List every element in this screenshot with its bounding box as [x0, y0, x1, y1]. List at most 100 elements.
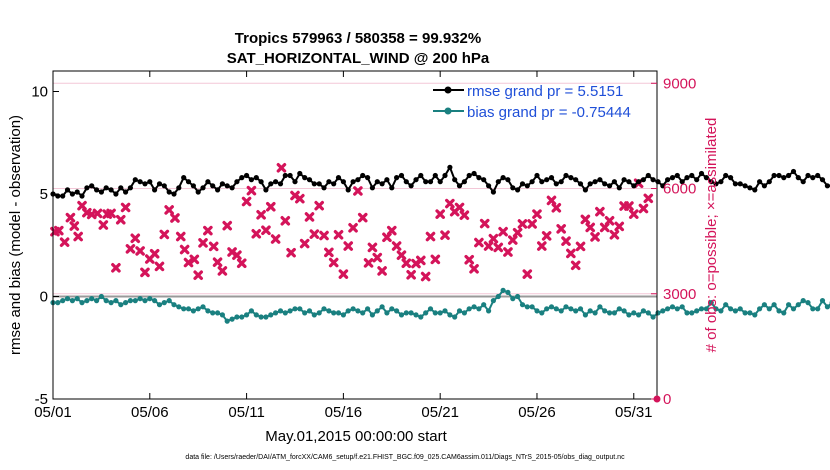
obs-marker	[488, 233, 499, 244]
y-axis-ticks: -5 0 5 10	[31, 84, 59, 408]
obs-marker-cross	[343, 241, 354, 251]
obs-marker-cross	[276, 163, 287, 173]
rmse-point	[592, 179, 598, 185]
obs-marker-cross	[396, 250, 407, 260]
bias-point	[161, 300, 167, 306]
obs-marker	[590, 232, 600, 242]
obs-marker-cross	[65, 212, 76, 223]
obs-marker-cross	[212, 257, 223, 267]
bias-point	[374, 308, 380, 314]
rmse-point	[548, 175, 555, 181]
rmse-point	[326, 179, 332, 185]
bias-point	[732, 308, 739, 314]
bias-point	[452, 314, 458, 320]
obs-marker-cross	[179, 244, 190, 255]
obs-marker-cross	[493, 242, 504, 253]
bias-series	[50, 287, 830, 324]
right-y-axis-ticks: 0 3000 6000 9000	[651, 75, 696, 408]
rmse-point	[713, 181, 719, 187]
obs-marker-cross	[170, 213, 180, 223]
bias-point	[694, 308, 700, 314]
obs-marker	[208, 241, 219, 252]
obs-marker	[232, 250, 242, 260]
x-tick-label: 05/16	[325, 404, 363, 421]
obs-marker	[561, 236, 571, 246]
bias-point	[185, 306, 192, 312]
obs-marker	[479, 218, 490, 229]
obs-marker	[512, 227, 523, 238]
rmse-point	[195, 189, 201, 195]
rmse-point	[282, 172, 288, 179]
bias-point	[568, 306, 574, 312]
rmse-point	[650, 177, 656, 183]
bias-point	[268, 312, 274, 318]
bias-point	[626, 312, 632, 318]
bias-point	[800, 298, 806, 304]
bias-point	[215, 310, 221, 316]
bias-point	[723, 302, 729, 308]
rmse-point	[558, 179, 564, 185]
obs-marker-cross	[425, 231, 436, 242]
obs-marker	[469, 264, 479, 274]
obs-marker	[324, 247, 334, 258]
bias-point	[752, 312, 758, 318]
bias-point	[611, 310, 618, 316]
bias-point	[118, 302, 124, 308]
rmse-point	[447, 164, 453, 170]
obs-marker-cross	[643, 193, 654, 204]
bias-point	[577, 306, 584, 312]
obs-marker	[304, 212, 315, 222]
rmse-point	[84, 185, 90, 191]
bias-point	[123, 300, 129, 306]
obs-marker	[198, 238, 208, 248]
rmse-point	[679, 179, 685, 185]
rmse-point	[490, 189, 496, 195]
rmse-point	[369, 185, 375, 191]
bias-point	[277, 308, 284, 314]
obs-marker-cross	[348, 223, 358, 233]
rmse-point	[118, 185, 124, 191]
rmse-point	[248, 177, 254, 183]
rmse-point	[234, 179, 240, 185]
bias-point	[592, 310, 598, 316]
rmse-point	[127, 185, 133, 191]
obs-marker	[580, 214, 591, 225]
obs-marker	[425, 231, 436, 242]
bias-point	[398, 312, 405, 318]
bias-point	[524, 304, 530, 310]
obs-marker	[309, 229, 320, 239]
bias-point	[176, 304, 182, 310]
obs-marker-cross	[98, 220, 109, 230]
plot-frame	[52, 70, 658, 400]
obs-marker	[183, 257, 194, 268]
rmse-point	[819, 177, 826, 183]
bias-point	[607, 310, 613, 316]
bias-point	[181, 306, 187, 312]
obs-marker	[483, 241, 494, 251]
right-y-tick-label: 3000	[663, 286, 696, 303]
rmse-point	[810, 175, 816, 181]
obs-marker-cross	[203, 225, 213, 236]
bias-point	[708, 300, 714, 306]
obs-marker-cross	[454, 202, 465, 213]
obs-marker	[77, 200, 87, 211]
obs-marker-cross	[130, 233, 141, 244]
rmse-point	[519, 181, 526, 187]
obs-marker	[643, 193, 654, 204]
obs-marker-cross	[251, 228, 262, 239]
rmse-point	[786, 172, 792, 179]
rmse-point	[616, 185, 622, 191]
bias-point	[94, 298, 100, 304]
obs-marker-cross	[522, 269, 533, 279]
obs-marker	[333, 230, 344, 240]
obs-marker	[203, 225, 213, 236]
rmse-point	[185, 179, 192, 185]
rmse-point	[495, 179, 501, 185]
bias-point	[456, 308, 463, 314]
rmse-point	[418, 172, 424, 179]
obs-marker-cross	[367, 242, 378, 253]
rmse-point	[461, 179, 467, 185]
legend-rmse-label: rmse grand pr = 5.5151	[467, 83, 623, 100]
rmse-point	[60, 193, 66, 199]
rmse-point	[98, 189, 104, 195]
